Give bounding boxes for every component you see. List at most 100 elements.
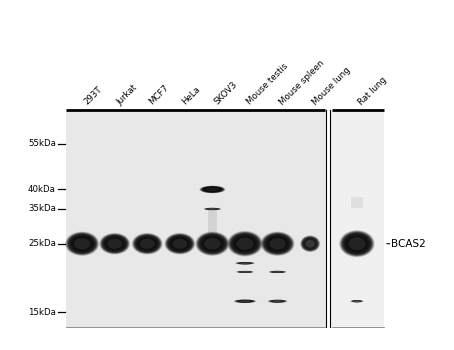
Ellipse shape	[239, 300, 251, 302]
Text: MCF7: MCF7	[147, 83, 171, 107]
Ellipse shape	[106, 237, 123, 250]
Ellipse shape	[232, 234, 257, 253]
Ellipse shape	[68, 234, 96, 254]
Ellipse shape	[101, 234, 128, 253]
Ellipse shape	[340, 231, 374, 257]
Ellipse shape	[236, 262, 254, 264]
Ellipse shape	[270, 271, 285, 273]
Ellipse shape	[271, 271, 283, 273]
Ellipse shape	[237, 271, 252, 273]
Ellipse shape	[205, 208, 220, 210]
Ellipse shape	[230, 233, 260, 254]
Ellipse shape	[197, 232, 228, 255]
Ellipse shape	[74, 238, 91, 250]
Text: Mouse testis: Mouse testis	[245, 62, 290, 107]
Ellipse shape	[109, 239, 121, 248]
Ellipse shape	[137, 237, 157, 251]
Ellipse shape	[67, 233, 97, 254]
Ellipse shape	[173, 239, 187, 249]
Ellipse shape	[235, 300, 256, 303]
Ellipse shape	[355, 301, 359, 302]
Ellipse shape	[239, 262, 251, 264]
Ellipse shape	[201, 236, 223, 252]
Ellipse shape	[236, 262, 255, 265]
Ellipse shape	[207, 188, 218, 191]
Ellipse shape	[205, 187, 220, 192]
Ellipse shape	[209, 209, 216, 210]
Ellipse shape	[233, 300, 257, 303]
Ellipse shape	[351, 300, 362, 302]
Ellipse shape	[202, 237, 222, 251]
Ellipse shape	[269, 271, 286, 273]
Ellipse shape	[238, 271, 252, 273]
Ellipse shape	[240, 240, 250, 247]
Ellipse shape	[207, 240, 217, 247]
Ellipse shape	[202, 187, 222, 193]
Ellipse shape	[237, 262, 252, 264]
Ellipse shape	[269, 238, 286, 250]
Text: Rat lung: Rat lung	[357, 75, 389, 107]
Text: Mouse spleen: Mouse spleen	[277, 58, 326, 107]
Ellipse shape	[271, 271, 285, 273]
Ellipse shape	[203, 187, 222, 192]
Ellipse shape	[237, 271, 253, 273]
Ellipse shape	[271, 239, 285, 249]
Ellipse shape	[238, 238, 252, 249]
Ellipse shape	[265, 234, 291, 253]
Ellipse shape	[196, 232, 229, 256]
Ellipse shape	[354, 301, 360, 302]
Ellipse shape	[304, 239, 316, 248]
Ellipse shape	[306, 240, 315, 248]
Ellipse shape	[302, 237, 318, 250]
Ellipse shape	[233, 235, 257, 252]
Bar	[351, 197, 363, 208]
Text: Jurkat: Jurkat	[115, 83, 139, 107]
Text: SKOV3: SKOV3	[212, 80, 239, 107]
Ellipse shape	[135, 235, 160, 253]
Ellipse shape	[261, 232, 294, 256]
Ellipse shape	[273, 271, 282, 273]
Ellipse shape	[305, 239, 315, 248]
Ellipse shape	[204, 208, 221, 210]
Ellipse shape	[268, 237, 287, 251]
Ellipse shape	[133, 234, 162, 254]
Ellipse shape	[238, 262, 252, 264]
Ellipse shape	[69, 234, 95, 253]
Ellipse shape	[229, 232, 262, 256]
Ellipse shape	[237, 300, 252, 302]
Ellipse shape	[65, 231, 99, 256]
Ellipse shape	[354, 301, 360, 302]
Ellipse shape	[344, 234, 370, 253]
Ellipse shape	[350, 300, 364, 302]
Ellipse shape	[302, 237, 318, 251]
Text: 15kDa: 15kDa	[28, 308, 56, 316]
Ellipse shape	[205, 239, 219, 249]
Ellipse shape	[138, 237, 156, 250]
Ellipse shape	[201, 186, 224, 193]
Text: 35kDa: 35kDa	[28, 204, 56, 214]
Ellipse shape	[270, 300, 285, 302]
Ellipse shape	[173, 239, 186, 248]
Ellipse shape	[206, 188, 219, 191]
Ellipse shape	[269, 300, 286, 302]
Ellipse shape	[354, 301, 360, 302]
Ellipse shape	[270, 271, 286, 273]
Ellipse shape	[306, 240, 314, 247]
Text: BCAS2: BCAS2	[391, 239, 426, 249]
Text: 55kDa: 55kDa	[28, 139, 56, 148]
Ellipse shape	[203, 208, 222, 210]
Ellipse shape	[143, 240, 152, 247]
Ellipse shape	[267, 300, 287, 303]
Ellipse shape	[239, 271, 251, 273]
Ellipse shape	[348, 237, 365, 250]
Text: 40kDa: 40kDa	[28, 185, 56, 194]
Ellipse shape	[240, 300, 251, 302]
Ellipse shape	[345, 235, 369, 252]
Ellipse shape	[272, 240, 282, 247]
Ellipse shape	[301, 237, 319, 251]
Ellipse shape	[167, 235, 192, 253]
Ellipse shape	[206, 208, 219, 210]
Ellipse shape	[105, 237, 125, 251]
Ellipse shape	[230, 232, 261, 255]
Text: Mouse lung: Mouse lung	[310, 65, 352, 107]
